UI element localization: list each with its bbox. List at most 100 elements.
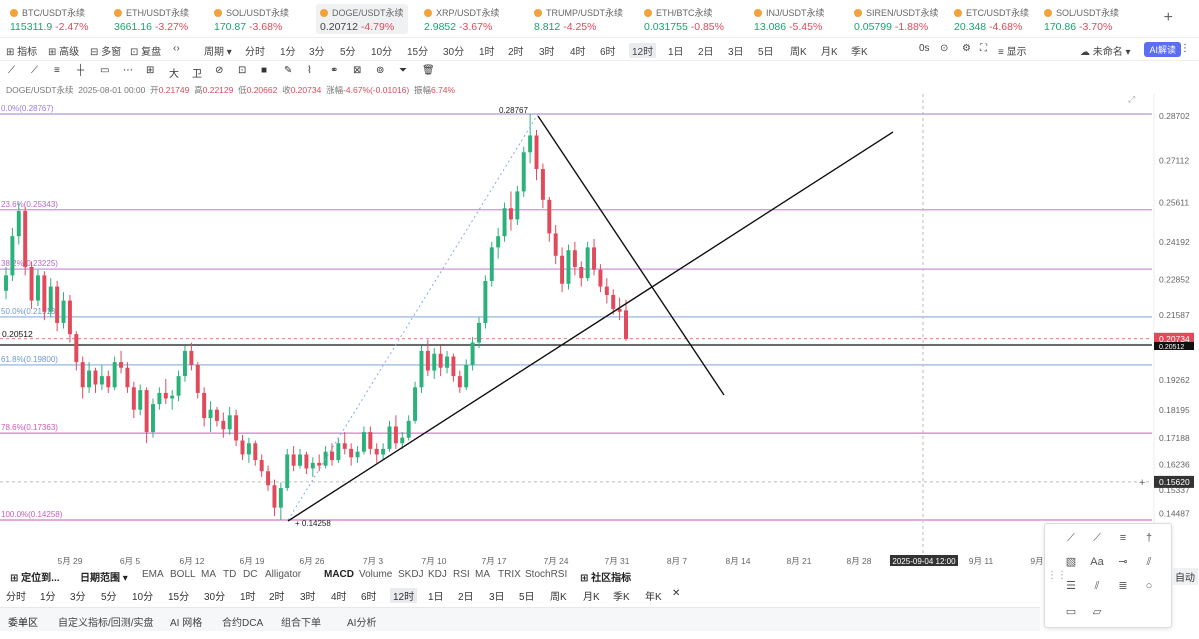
timeframe-9[interactable]: 3时	[300, 592, 316, 603]
timeframe-4[interactable]: 10分	[132, 592, 154, 603]
timeframe-10[interactable]: 4时	[331, 592, 347, 603]
sub-indicator[interactable]: RSI	[453, 569, 470, 580]
ray-icon[interactable]: ⟋	[1093, 532, 1101, 544]
timeframe-3[interactable]: 5分	[101, 592, 117, 603]
advanced-button[interactable]: ⊞ 高级	[48, 47, 80, 58]
ticker-item[interactable]: INJ/USDT永续 13.086 -5.45%	[750, 4, 829, 34]
bottom-tab-0[interactable]: 委单区	[8, 618, 38, 629]
main-indicator[interactable]: MA	[201, 569, 216, 580]
main-indicator[interactable]: EMA	[142, 569, 164, 580]
period-7[interactable]: 1时	[479, 47, 495, 58]
draw-tool-icon[interactable]: 大	[169, 69, 179, 80]
sub-indicator[interactable]: Volume	[359, 569, 393, 580]
period-19[interactable]: 季K	[851, 47, 868, 58]
ticker-item[interactable]: SOL/USDT永续 170.86 -3.70%	[1040, 4, 1123, 34]
price-chart[interactable]: 0.0%(0.28767) 23.6%(0.25343) 38.2%(0.23225…	[0, 94, 1199, 566]
timeframe-17[interactable]: 周K	[550, 592, 567, 603]
period-8[interactable]: 2时	[508, 47, 524, 58]
bottom-tab-4[interactable]: 组合下单	[281, 618, 321, 629]
draw-tool-icon[interactable]: ■	[261, 65, 268, 76]
community-indicator-button[interactable]: ⊞ 社区指标	[580, 573, 632, 584]
layout-name-dropdown[interactable]: ☁ 未命名 ▾	[1080, 47, 1131, 58]
indicator-button[interactable]: ⊞ 指标	[6, 47, 38, 58]
ticker-item[interactable]: ETH/BTC永续 0.031755 -0.85%	[640, 4, 728, 34]
main-indicator[interactable]: TD	[223, 569, 237, 580]
timeframe-12[interactable]: 12时	[390, 588, 418, 603]
period-1[interactable]: 1分	[280, 47, 296, 58]
period-dropdown[interactable]: 周期 ▾	[204, 47, 232, 58]
ticker-item[interactable]: BTC/USDT永续 115311.9 -2.47%	[6, 4, 92, 34]
period-17[interactable]: 周K	[790, 47, 807, 58]
parallel-channel-icon[interactable]: ≡	[1119, 532, 1127, 544]
draw-tool-icon[interactable]: ┼	[77, 65, 85, 76]
replay-button[interactable]: ⊡ 复盘	[130, 47, 162, 58]
sub-indicator[interactable]: KDJ	[428, 569, 447, 580]
camera-icon[interactable]: ⊙	[940, 43, 949, 54]
draw-tool-icon[interactable]: ⊠	[353, 65, 362, 76]
trendline-icon[interactable]: ⟋	[1067, 532, 1075, 544]
timeframe-18[interactable]: 月K	[583, 592, 600, 603]
main-indicator[interactable]: Alligator	[265, 569, 302, 580]
timeframe-21[interactable]: ✕	[672, 588, 681, 599]
timeframe-0[interactable]: 分时	[6, 592, 26, 603]
text-icon[interactable]: Aa	[1090, 556, 1104, 568]
ticker-item[interactable]: ETC/USDT永续 20.348 -4.68%	[950, 4, 1033, 34]
settings-icon[interactable]: ⚙	[962, 43, 971, 54]
period-13[interactable]: 1日	[668, 47, 684, 58]
image-icon[interactable]: ▧	[1065, 556, 1077, 568]
channel-icon[interactable]: ⫽	[1094, 580, 1100, 592]
add-ticker-icon[interactable]: +	[1163, 9, 1173, 26]
period-15[interactable]: 3日	[728, 47, 744, 58]
horizontal-ray-icon[interactable]: ⊸	[1118, 556, 1128, 568]
vertical-line-icon[interactable]: †	[1145, 532, 1153, 544]
period-14[interactable]: 2日	[698, 47, 714, 58]
timeframe-2[interactable]: 3分	[70, 592, 86, 603]
period-3[interactable]: 5分	[340, 47, 356, 58]
period-4[interactable]: 10分	[371, 47, 393, 58]
locate-button[interactable]: ⊞ 定位到...	[10, 573, 60, 584]
period-10[interactable]: 4时	[570, 47, 586, 58]
draw-tool-icon[interactable]: 🗑	[422, 65, 435, 76]
rectangle-icon[interactable]: ▭	[1065, 606, 1077, 618]
draw-tool-icon[interactable]: ⚭	[330, 65, 339, 76]
ticker-item[interactable]: SIREN/USDT永续 0.05799 -1.88%	[850, 4, 943, 34]
ellipse-icon[interactable]: ○	[1145, 580, 1153, 592]
lines-icon[interactable]: ≣	[1118, 580, 1128, 592]
autoscale-button[interactable]: 自动	[1172, 568, 1198, 585]
sub-indicator[interactable]: TRIX	[498, 569, 521, 580]
bottom-tab-3[interactable]: 合约DCA	[222, 618, 264, 629]
draw-tool-icon[interactable]: ⊞	[146, 65, 155, 76]
draw-tool-icon[interactable]: ▭	[100, 65, 110, 76]
period-16[interactable]: 5日	[758, 47, 774, 58]
ticker-item[interactable]: SOL/USDT永续 170.87 -3.68%	[210, 4, 293, 34]
sub-indicator[interactable]: MACD	[324, 569, 354, 580]
fib-icon[interactable]: ☰	[1066, 580, 1076, 592]
chevron-left-icon[interactable]: ‹›	[173, 43, 180, 54]
timeframe-14[interactable]: 2日	[458, 592, 474, 603]
timeframe-1[interactable]: 1分	[40, 592, 56, 603]
bottom-tab-5[interactable]: AI分析	[347, 618, 377, 629]
draw-tool-icon[interactable]: ⟋	[31, 65, 38, 76]
draw-tool-icon[interactable]: ⊚	[376, 65, 385, 76]
sub-indicator[interactable]: SKDJ	[398, 569, 424, 580]
sub-indicator[interactable]: StochRSI	[525, 569, 568, 580]
period-12[interactable]: 12时	[629, 43, 657, 58]
draw-tool-icon[interactable]: ⟋	[8, 65, 15, 76]
panel-grip-icon[interactable]: ⋮⋮	[1047, 570, 1067, 581]
pitchfork-icon[interactable]: ⫽	[1146, 556, 1152, 568]
timeframe-8[interactable]: 2时	[269, 592, 285, 603]
date-range-dropdown[interactable]: 日期范围 ▾	[80, 573, 128, 584]
draw-tool-icon[interactable]: 卫	[192, 69, 202, 80]
timeframe-20[interactable]: 年K	[645, 592, 662, 603]
timeframe-5[interactable]: 15分	[168, 592, 190, 603]
draw-tool-icon[interactable]: ✎	[284, 65, 293, 76]
main-indicator[interactable]: DC	[243, 569, 258, 580]
fullscreen-icon[interactable]: ⛶	[980, 43, 987, 54]
ticker-item[interactable]: TRUMP/USDT永续 8.812 -4.25%	[530, 4, 627, 34]
period-0[interactable]: 分时	[245, 47, 265, 58]
bottom-tab-2[interactable]: AI 网格	[170, 618, 203, 629]
more-icon[interactable]: ⋮	[1180, 43, 1190, 54]
timeframe-7[interactable]: 1时	[240, 592, 256, 603]
timeframe-6[interactable]: 30分	[204, 592, 226, 603]
draw-tool-icon[interactable]: ≡	[54, 65, 60, 76]
